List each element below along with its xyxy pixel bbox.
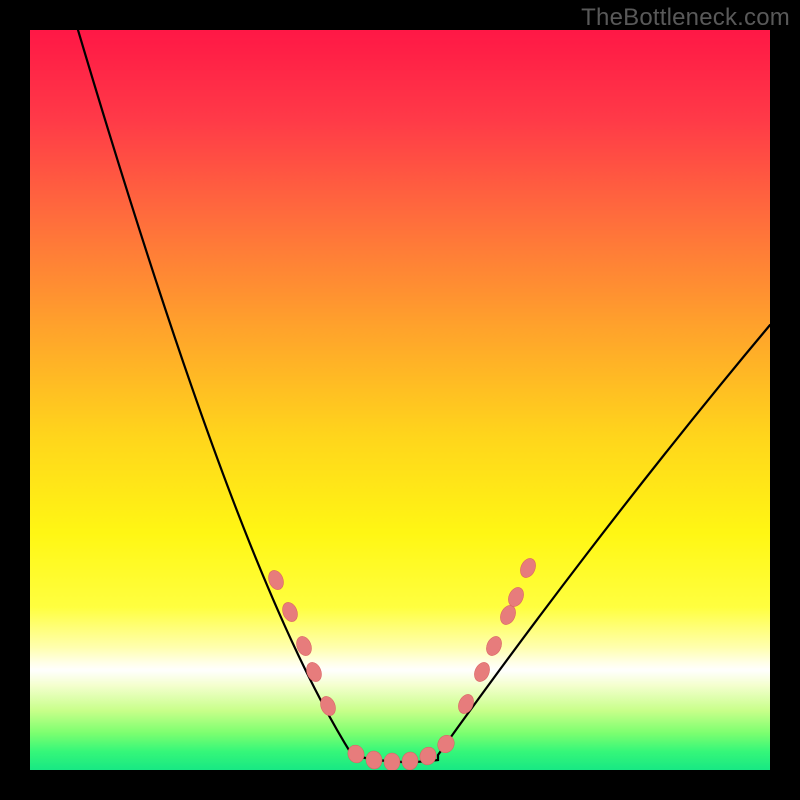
watermark-text: TheBottleneck.com [581,4,790,32]
chart-gradient-background [30,30,770,770]
chart-frame [0,0,800,800]
